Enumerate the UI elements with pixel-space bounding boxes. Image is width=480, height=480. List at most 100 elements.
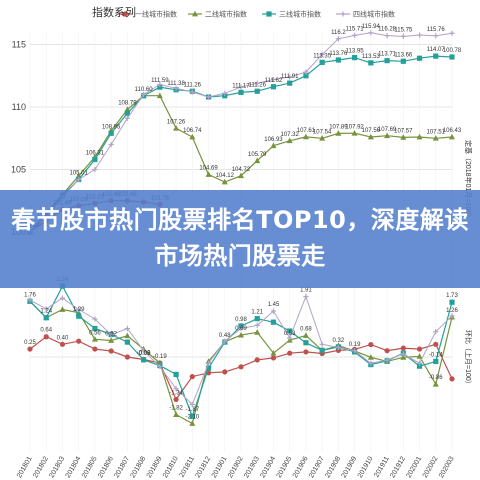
x-tick-label: 201807	[113, 455, 131, 479]
y-tick-label-upper: 105	[11, 165, 26, 175]
marker-square	[303, 73, 309, 79]
marker-square	[368, 60, 374, 66]
marker-cross	[92, 166, 98, 173]
marker-triangle	[384, 132, 391, 139]
marker-square	[335, 57, 341, 63]
marker-circle	[108, 348, 114, 354]
marker-square	[173, 371, 179, 378]
marker-cross	[303, 293, 309, 300]
legend-label: 二线城市指数	[205, 10, 247, 19]
x-tick-label: 201802	[32, 455, 50, 479]
marker-triangle	[367, 133, 374, 140]
marker-cross	[43, 306, 49, 312]
data-label: 0.53	[284, 331, 296, 337]
marker-cross	[76, 306, 82, 313]
marker-cross	[238, 84, 244, 90]
x-tick-label: 201905	[276, 455, 294, 479]
legend-label: 三线城市指数	[279, 10, 321, 19]
data-label: 0.25	[24, 340, 36, 346]
data-label: 113.53	[362, 54, 381, 60]
marker-square	[416, 55, 423, 61]
legend-label: 一线城市指数	[135, 10, 177, 19]
data-label: 108.79	[118, 101, 137, 107]
marker-triangle	[400, 354, 407, 360]
data-label: 0.64	[40, 328, 52, 334]
marker-circle	[400, 345, 406, 351]
x-tick-label: 201906	[292, 455, 310, 479]
marker-triangle	[238, 331, 244, 338]
data-label: 113.71	[378, 52, 397, 58]
marker-square	[124, 339, 130, 345]
marker-cross	[340, 11, 346, 17]
data-label: 115.76	[427, 27, 446, 33]
x-tick-label: 201907	[308, 455, 326, 479]
x-tick-label: 201908	[324, 455, 342, 479]
x-tick-label: 201910	[357, 455, 375, 479]
marker-cross	[157, 363, 163, 370]
marker-triangle	[173, 125, 180, 131]
data-label: 107.56	[362, 128, 381, 134]
legend: 一线城市指数 二线城市指数 三线城市指数 四线城市指数	[118, 10, 395, 19]
marker-triangle	[319, 135, 326, 141]
marker-square	[287, 80, 293, 86]
data-label: -0.86	[429, 375, 443, 381]
data-label: 0.19	[349, 342, 361, 348]
marker-cross	[335, 344, 341, 351]
marker-circle	[449, 376, 455, 382]
data-label: -1.87	[185, 407, 199, 413]
data-label: 111.62	[265, 78, 283, 84]
marker-circle	[76, 338, 82, 344]
marker-triangle	[156, 92, 163, 99]
data-label: -0.09	[137, 351, 151, 357]
marker-triangle	[59, 306, 66, 312]
data-label: 110.60	[135, 87, 154, 93]
marker-square	[266, 11, 272, 17]
marker-triangle	[449, 133, 455, 140]
x-tick-label: 201911	[373, 455, 391, 478]
marker-cross	[352, 32, 358, 38]
marker-cross	[433, 329, 439, 335]
data-label: 0.69	[235, 326, 247, 332]
x-tick-label: 202003	[438, 455, 456, 479]
data-label: 0.32	[333, 338, 345, 344]
data-label: -0.19	[153, 354, 167, 360]
marker-triangle	[173, 411, 180, 418]
marker-square	[92, 156, 98, 163]
marker-cross	[319, 341, 325, 347]
marker-cross	[124, 115, 130, 121]
marker-cross	[287, 74, 293, 80]
data-label: 114.07	[427, 47, 446, 53]
marker-triangle	[254, 157, 261, 164]
data-label: 116.28	[378, 27, 397, 33]
marker-triangle	[221, 178, 228, 185]
marker-cross	[400, 351, 406, 357]
x-tick-label: 201901	[211, 455, 229, 479]
marker-circle	[303, 349, 309, 355]
marker-cross	[141, 348, 147, 354]
marker-square	[287, 328, 293, 334]
data-label: 113.66	[394, 52, 413, 58]
marker-triangle	[432, 381, 439, 387]
x-tick-label: 201805	[81, 455, 99, 479]
data-label: 113.76	[329, 51, 348, 57]
marker-square	[416, 363, 423, 369]
data-label: 111.38	[167, 81, 185, 87]
marker-square	[92, 325, 98, 332]
marker-cross	[384, 33, 390, 39]
side-label-lower: 环比（上月=100）	[464, 330, 473, 388]
x-tick-label: 201912	[389, 455, 407, 479]
x-tick-label: 201902	[227, 455, 245, 479]
marker-cross	[433, 33, 439, 39]
marker-cross	[173, 85, 179, 91]
x-tick-label: 201811	[179, 455, 197, 478]
marker-square	[384, 58, 390, 64]
marker-square	[238, 89, 244, 95]
marker-cross	[189, 89, 195, 95]
marker-cross	[254, 80, 260, 86]
x-tick-label: 201904	[259, 455, 277, 479]
data-label: 107.57	[394, 128, 413, 134]
marker-cross	[416, 360, 423, 366]
data-label: 0.48	[219, 333, 231, 339]
data-label: 111.26	[248, 82, 266, 88]
marker-cross	[319, 51, 325, 58]
